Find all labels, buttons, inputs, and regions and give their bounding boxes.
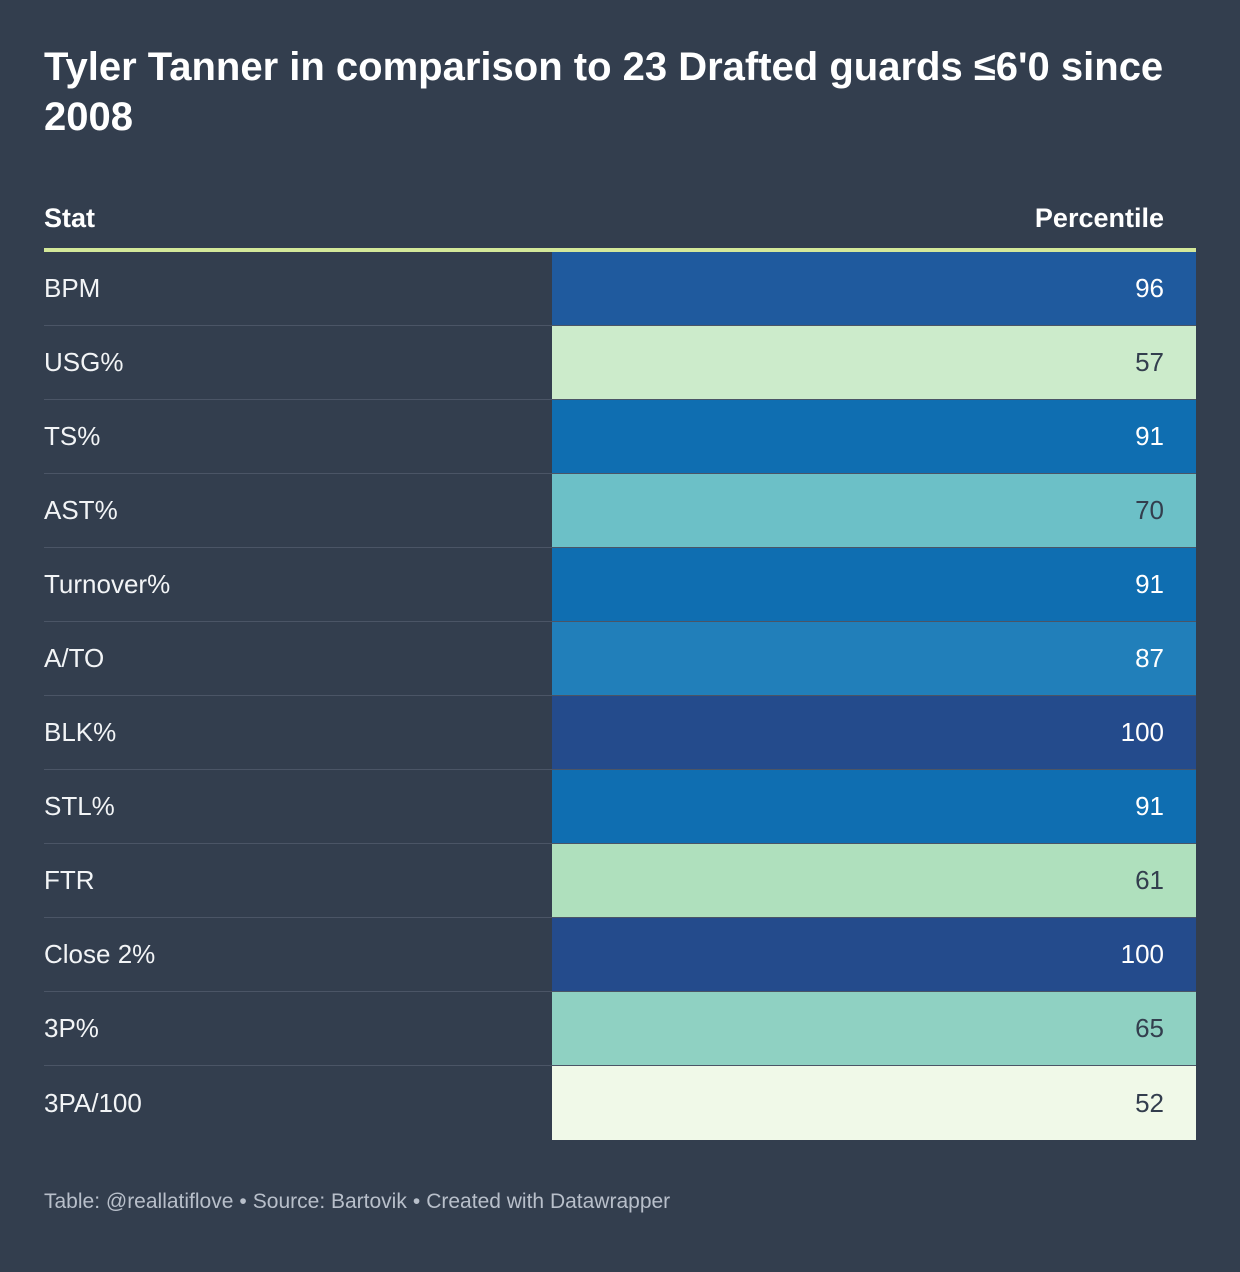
percentile-cell: 100	[552, 696, 1196, 769]
stat-label: STL%	[44, 791, 115, 821]
stat-label: AST%	[44, 495, 118, 525]
stat-label: A/TO	[44, 643, 105, 673]
percentile-cell: 87	[552, 622, 1196, 695]
percentile-cell: 52	[552, 1066, 1196, 1140]
percentile-cell: 91	[552, 770, 1196, 843]
stat-label: USG%	[44, 347, 124, 377]
percentile-table: Stat Percentile BPM 96 USG% 57 TS% 91 AST% 70 Tu…	[44, 190, 1196, 1140]
table-row: TS% 91	[44, 400, 1196, 474]
percentile-cell: 96	[552, 252, 1196, 325]
stat-label: Turnover%	[44, 569, 171, 599]
stat-label: BPM	[44, 273, 101, 303]
table-row: STL% 91	[44, 770, 1196, 844]
table-body: BPM 96 USG% 57 TS% 91 AST% 70 Turnover% 91 A/TO 87 B…	[44, 252, 1196, 1140]
stat-label: FTR	[44, 865, 95, 895]
chart-title: Tyler Tanner in comparison to 23 Drafted…	[44, 45, 1164, 139]
source-credit: Source: Bartovik	[252, 1190, 407, 1213]
percentile-cell: 70	[552, 474, 1196, 547]
percentile-cell: 65	[552, 992, 1196, 1065]
table-row: A/TO 87	[44, 622, 1196, 696]
stat-label: Close 2%	[44, 939, 156, 969]
table-row: 3PA/100 52	[44, 1066, 1196, 1140]
stat-label: 3P%	[44, 1013, 99, 1043]
percentile-cell: 57	[552, 326, 1196, 399]
table-row: USG% 57	[44, 326, 1196, 400]
table-row: BLK% 100	[44, 696, 1196, 770]
column-header-stat: Stat	[44, 202, 96, 233]
table-row: Close 2% 100	[44, 918, 1196, 992]
footer-separator: •	[412, 1190, 421, 1213]
table-row: FTR 61	[44, 844, 1196, 918]
percentile-cell: 91	[552, 548, 1196, 621]
percentile-cell: 100	[552, 918, 1196, 991]
column-header-percentile: Percentile	[1034, 202, 1164, 233]
stat-label: 3PA/100	[44, 1087, 142, 1118]
table-row: BPM 96	[44, 252, 1196, 326]
percentile-cell: 91	[552, 400, 1196, 473]
created-with: Created with Datawrapper	[426, 1190, 671, 1213]
table-credit: Table: @reallatiflove	[44, 1190, 234, 1213]
footer-separator: •	[239, 1190, 247, 1213]
table-row: Turnover% 91	[44, 548, 1196, 622]
percentile-cell: 61	[552, 844, 1196, 917]
table-header: Stat Percentile	[44, 190, 1196, 252]
stat-label: BLK%	[44, 717, 117, 747]
table-row: AST% 70	[44, 474, 1196, 548]
stat-label: TS%	[44, 421, 101, 451]
footer-credits: Table: @reallatiflove • Source: Bartovik • C…	[44, 1190, 670, 1214]
table-row: 3P% 65	[44, 992, 1196, 1066]
